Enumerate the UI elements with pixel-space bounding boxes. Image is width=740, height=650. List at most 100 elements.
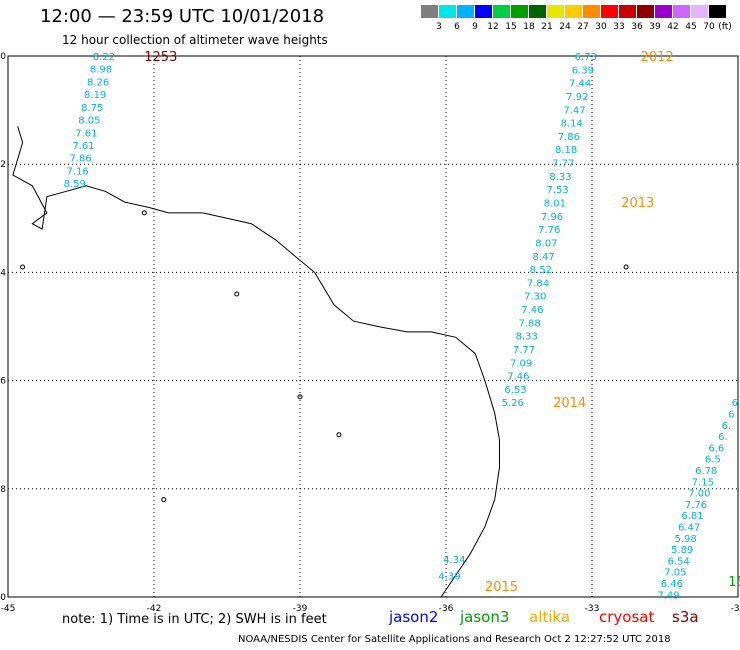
swh-value: 7.86 [69, 154, 91, 165]
x-tick-label: -36 [439, 604, 454, 614]
swh-value: 7.05 [664, 568, 686, 579]
swh-value: 6.39 [572, 65, 594, 76]
legend-swatch [709, 5, 727, 18]
swh-value: 8.22 [93, 52, 115, 63]
legend-altika: altika [529, 608, 571, 626]
swh-value: 8.33 [516, 332, 538, 343]
x-tick-label: -39 [293, 604, 308, 614]
legend-label: 6 [454, 22, 460, 32]
map-subtitle: 12 hour collection of altimeter wave hei… [62, 33, 328, 47]
swh-value: 8.33 [549, 172, 571, 183]
x-tick-label: -33 [585, 604, 600, 614]
track-time-label: 1557 [728, 575, 740, 590]
legend-jason2: jason2 [389, 608, 439, 626]
legend-unit: (ft) [718, 22, 732, 32]
island [141, 210, 147, 216]
map-frame [7, 55, 739, 598]
swh-value: 7.47 [563, 105, 585, 116]
y-tick-label: -6 [0, 377, 6, 387]
legend-label: 12 [487, 22, 499, 32]
legend-swatch [547, 5, 565, 18]
swh-value: 6. [718, 432, 728, 443]
y-tick-label: 0 [0, 52, 6, 62]
swh-value: 7.46 [507, 372, 529, 383]
x-tick-label: -30 [731, 604, 740, 614]
legend-swatch [439, 5, 457, 18]
swh-value: 8.18 [555, 145, 577, 156]
legend-cryosat: cryosat [599, 608, 655, 626]
legend-swatch [655, 5, 673, 18]
island [20, 264, 26, 270]
coastline [12, 126, 500, 598]
legend-swatch [601, 5, 619, 18]
island [336, 432, 342, 438]
legend-label: 21 [541, 22, 553, 32]
swh-value: 7.96 [541, 212, 563, 223]
legend-s3a: s3a [672, 608, 699, 626]
swh-value: 8.05 [78, 116, 100, 127]
swh-value: 8.14 [561, 119, 583, 130]
swh-value: 7.77 [552, 159, 574, 170]
legend-label: 27 [577, 22, 589, 32]
swh-value: 7.92 [566, 92, 588, 103]
y-tick-label: -2 [0, 160, 6, 170]
island [297, 394, 303, 400]
legend-swatch [619, 5, 637, 18]
swh-value: 6.81 [681, 511, 703, 522]
island [161, 497, 167, 503]
legend-label: 33 [613, 22, 625, 32]
legend-label: 70 [703, 22, 715, 32]
legend-label: 39 [649, 22, 661, 32]
swh-value: 8.52 [530, 265, 552, 276]
legend-swatch [565, 5, 583, 18]
swh-value: 6.78 [695, 466, 717, 477]
footer-note: note: 1) Time is in UTC; 2) SWH is in fe… [62, 612, 327, 627]
swh-value: 7.77 [513, 345, 535, 356]
legend-label: 45 [685, 22, 697, 32]
swh-value: 6 [732, 398, 738, 409]
legend-swatch [493, 5, 511, 18]
swh-value: 6 [728, 410, 734, 421]
x-tick-label: -42 [147, 604, 162, 614]
swh-value: 7.53 [547, 185, 569, 196]
legend-swatch [529, 5, 547, 18]
swh-value: 8.59 [64, 179, 86, 190]
swh-value: 7.00 [688, 489, 710, 500]
swh-value: 7.86 [558, 132, 580, 143]
swh-value: 7.61 [75, 128, 97, 139]
legend-swatch [457, 5, 475, 18]
swh-value: 7.76 [685, 500, 707, 511]
swh-value: 6.73 [575, 52, 597, 63]
y-tick-label: -10 [0, 593, 6, 603]
legend-label: 15 [505, 22, 517, 32]
swh-value: 8.01 [544, 198, 566, 209]
swh-value: 7.30 [524, 292, 546, 303]
swh-value: 7.88 [518, 318, 540, 329]
swh-value: 6.47 [678, 523, 700, 534]
island [234, 291, 240, 297]
swh-value: 7.46 [521, 305, 543, 316]
swh-value: 6.6 [708, 443, 724, 454]
island [623, 264, 629, 270]
swh-value: 7.61 [72, 141, 94, 152]
x-tick-label: -45 [1, 604, 16, 614]
swh-value: 6.54 [668, 556, 690, 567]
swh-value: 7.15 [692, 477, 714, 488]
track-time-label: 2015 [485, 580, 518, 595]
y-tick-label: -4 [0, 268, 6, 278]
swh-value: 8.47 [532, 252, 554, 263]
track-time-label: 2014 [553, 396, 586, 411]
legend-label: 24 [559, 22, 571, 32]
y-tick-label: -8 [0, 485, 6, 495]
swh-value: 5.26 [502, 398, 524, 409]
legend-label: 30 [595, 22, 607, 32]
legend-label: 18 [523, 22, 535, 32]
legend-swatch [511, 5, 529, 18]
legend-swatch [673, 5, 691, 18]
swh-value: 8.19 [84, 90, 106, 101]
swh-value: 7.76 [538, 225, 560, 236]
legend-jason3: jason3 [460, 608, 510, 626]
swh-value: 6.53 [504, 385, 526, 396]
legend-label: 36 [631, 22, 643, 32]
